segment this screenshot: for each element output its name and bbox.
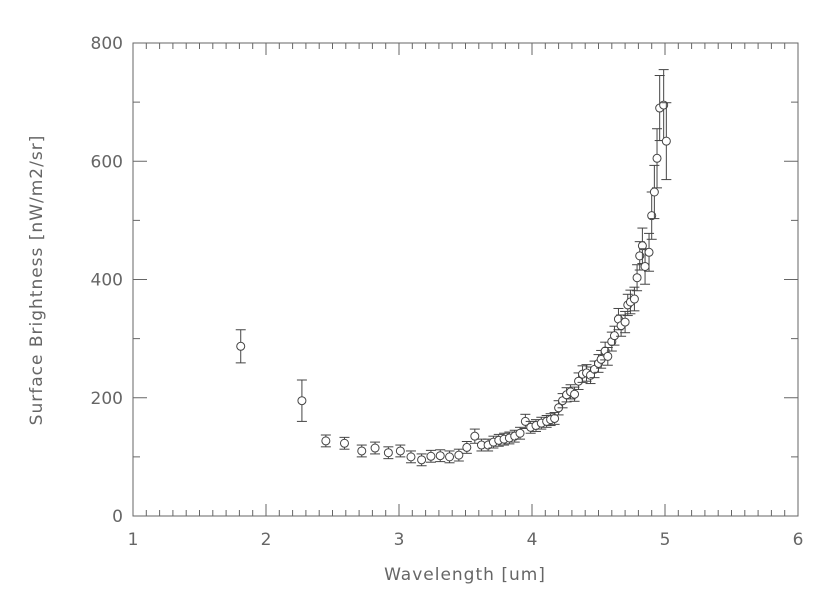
x-tick-label: 2 [261, 530, 272, 550]
data-point [637, 241, 647, 251]
data-point [426, 451, 436, 461]
y-tick-label: 0 [112, 507, 123, 527]
data-point [383, 448, 393, 458]
y-tick-label: 600 [91, 152, 123, 172]
data-point [406, 452, 416, 462]
data-point [603, 351, 613, 361]
data-point [652, 153, 662, 163]
data-point [357, 446, 367, 456]
y-axis-label: Surface Brightness [nW/m2/sr] [27, 135, 47, 426]
data-point [445, 452, 455, 462]
tick-labels: 1 2 3 4 5 6 0 200 400 600 800 [91, 34, 804, 550]
data-point [649, 187, 659, 197]
x-tick-label: 4 [527, 530, 538, 550]
data-point [297, 396, 307, 406]
data-point [321, 436, 331, 446]
data-point [470, 431, 480, 441]
x-tick-label: 5 [660, 530, 671, 550]
data-point [395, 446, 405, 456]
y-tick-label: 800 [91, 34, 123, 54]
data-point [370, 443, 380, 453]
axis-ticks [132, 42, 799, 517]
data-points [235, 69, 672, 467]
y-tick-label: 400 [91, 271, 123, 291]
data-point [454, 450, 464, 460]
data-point [435, 451, 445, 461]
data-point [620, 317, 630, 327]
data-point [661, 136, 671, 146]
data-point [515, 428, 525, 438]
data-point [635, 251, 645, 261]
x-tick-label: 6 [793, 530, 804, 550]
data-point [629, 294, 639, 304]
data-point [339, 438, 349, 448]
data-point [462, 442, 472, 452]
data-point [236, 341, 246, 351]
data-point [550, 413, 560, 423]
data-point [609, 331, 619, 341]
x-axis-label: Wavelength [um] [384, 565, 546, 585]
data-point [647, 211, 657, 221]
data-point [640, 261, 650, 271]
data-point [417, 455, 427, 465]
data-point [570, 389, 580, 399]
x-tick-label: 1 [128, 530, 139, 550]
data-point [632, 273, 642, 283]
x-tick-label: 3 [394, 530, 405, 550]
y-tick-label: 200 [91, 389, 123, 409]
data-point [644, 247, 654, 257]
